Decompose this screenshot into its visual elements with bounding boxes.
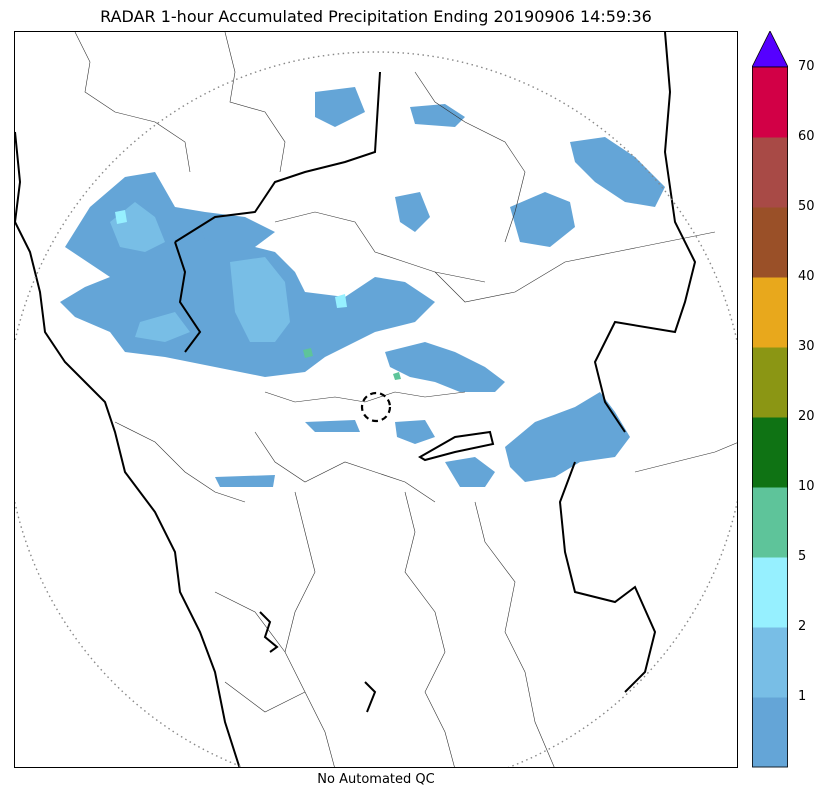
state-border-west bbox=[174, 241, 202, 353]
district-line bbox=[474, 501, 555, 767]
colorbar-segment bbox=[752, 487, 788, 558]
district-line bbox=[114, 421, 246, 503]
district-line bbox=[404, 491, 455, 767]
district-line bbox=[214, 591, 306, 713]
district-line bbox=[74, 32, 191, 173]
state-border-lake bbox=[418, 430, 495, 462]
colorbar-tick-label: 70 bbox=[798, 59, 815, 74]
colorbar bbox=[752, 31, 788, 768]
map-canvas bbox=[15, 32, 737, 767]
colorbar-tick-label: 60 bbox=[798, 129, 815, 144]
radar-site-marker bbox=[360, 391, 392, 423]
state-border-south-east bbox=[558, 461, 657, 693]
precip-area-south-east bbox=[215, 392, 630, 487]
colorbar-segment bbox=[752, 557, 788, 628]
state-boundaries bbox=[15, 32, 697, 767]
state-border-islet-2 bbox=[364, 681, 377, 713]
district-line bbox=[284, 491, 335, 767]
colorbar-tick-label: 2 bbox=[798, 619, 807, 634]
qc-footnote: No Automated QC bbox=[317, 772, 435, 787]
colorbar-segment bbox=[752, 137, 788, 208]
colorbar-tick-label: 5 bbox=[798, 549, 807, 564]
precip-area-north-east bbox=[315, 87, 665, 247]
state-border-islet-1 bbox=[259, 611, 279, 653]
radar-map bbox=[14, 31, 738, 768]
district-line bbox=[414, 71, 526, 243]
district-line bbox=[634, 442, 737, 473]
district-line bbox=[434, 231, 716, 303]
district-line bbox=[224, 32, 286, 173]
colorbar-segments bbox=[752, 67, 788, 768]
colorbar-extend-arrow bbox=[752, 31, 788, 68]
coastline bbox=[15, 131, 241, 767]
district-line bbox=[254, 431, 436, 503]
colorbar-segment bbox=[752, 277, 788, 348]
colorbar-segment bbox=[752, 417, 788, 488]
precip-area-west-core bbox=[110, 202, 290, 342]
precipitation-layer bbox=[60, 87, 665, 487]
precip-area-central bbox=[305, 342, 505, 444]
colorbar-tick-label: 40 bbox=[798, 269, 815, 284]
colorbar-segment bbox=[752, 627, 788, 698]
state-border-east bbox=[593, 32, 697, 433]
precip-area-north-small bbox=[200, 104, 465, 242]
colorbar-segment bbox=[752, 347, 788, 418]
state-border-north bbox=[174, 71, 381, 243]
colorbar-tick-label: 10 bbox=[798, 479, 815, 494]
colorbar-segment bbox=[752, 207, 788, 278]
district-boundaries bbox=[74, 32, 737, 767]
colorbar-segment bbox=[752, 697, 788, 768]
colorbar-tick-label: 1 bbox=[798, 689, 807, 704]
district-line bbox=[274, 211, 486, 283]
page-title: RADAR 1-hour Accumulated Precipitation E… bbox=[100, 7, 652, 26]
colorbar-tick-label: 50 bbox=[798, 199, 815, 214]
district-line bbox=[264, 391, 466, 403]
colorbar-tick-label: 20 bbox=[798, 409, 815, 424]
colorbar-outline bbox=[752, 66, 788, 768]
colorbar-segment bbox=[752, 67, 788, 138]
colorbar-tick-label: 30 bbox=[798, 339, 815, 354]
